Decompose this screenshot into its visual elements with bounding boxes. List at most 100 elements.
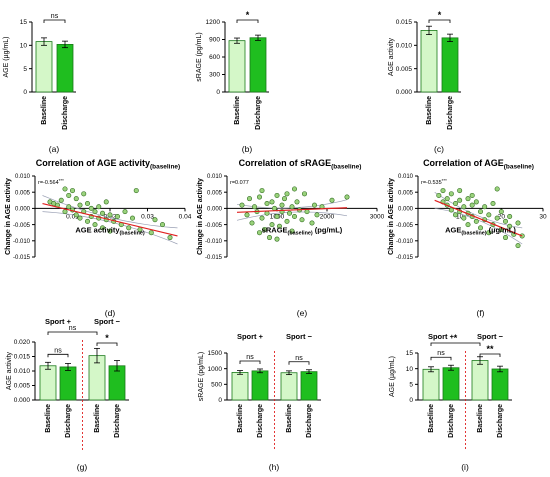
y-tick-label: 600: [209, 54, 220, 61]
scatter-point: [122, 209, 128, 215]
significance-bracket: [428, 19, 451, 23]
panel-label: (f): [476, 308, 484, 318]
group-label: Sport −: [477, 332, 504, 341]
bar-discharge: [442, 367, 460, 401]
bar-baseline: [420, 29, 438, 93]
significance-bracket: [239, 360, 261, 364]
significance-bracket: [236, 19, 259, 23]
scatter-point: [252, 204, 258, 210]
scatter-point: [469, 202, 475, 208]
trend-line: [434, 199, 523, 237]
y-tick-label: 0.010: [398, 174, 414, 180]
x-tick-label: Discharge: [497, 404, 504, 438]
x-tick-label: Baseline: [426, 96, 433, 125]
scatter-point: [329, 197, 335, 203]
scatter-point: [92, 222, 98, 228]
scatter-point: [502, 218, 508, 224]
panel-title-sub: (baseline): [150, 164, 180, 171]
significance-label: *: [246, 10, 250, 20]
y-axis-label: Change in AGE activity: [388, 178, 395, 255]
scatter-point: [515, 243, 521, 249]
bar-discharge: [251, 370, 269, 401]
x-tick-label: 0.03: [141, 213, 154, 220]
scatter-point: [77, 215, 83, 221]
scatter-point: [452, 201, 458, 207]
scatter-point: [160, 222, 166, 228]
y-axis-label: Change in AGE activity: [5, 178, 12, 255]
scatter-point: [444, 196, 450, 202]
significance-label: ns: [295, 355, 303, 362]
scatter-point: [299, 217, 305, 223]
scatter-point: [457, 188, 463, 194]
scatter-point: [264, 201, 270, 207]
panel-title-main: Correlation of sRAGE: [239, 158, 332, 168]
scatter-point: [281, 196, 287, 202]
x-tick-label: Discharge: [257, 404, 264, 438]
significance-label: *: [105, 333, 109, 343]
significance-label: ns: [51, 13, 59, 20]
correlation-annotation: r=-0.535***: [421, 178, 447, 186]
scatter-point: [507, 214, 513, 220]
scatter-point: [448, 191, 454, 197]
x-axis-label-main: AGE activity: [75, 225, 120, 234]
scatter-point: [66, 204, 72, 210]
scatter-point: [133, 188, 139, 194]
bar-baseline: [471, 360, 489, 401]
significance-bracket: [288, 361, 310, 365]
y-tick-label: 10: [20, 43, 28, 50]
x-tick-label: Discharge: [255, 96, 262, 130]
scatter-point: [294, 199, 300, 205]
y-axis-label: AGE (µg/mL): [389, 356, 396, 397]
panel-label: (e): [297, 308, 308, 318]
significance-bracket: [47, 331, 98, 335]
scatter-point: [269, 199, 275, 205]
bar-discharge: [441, 37, 459, 93]
y-tick-label: 0.010: [207, 174, 223, 180]
significance-bracket: [47, 353, 69, 358]
x-tick-label: Discharge: [114, 404, 121, 438]
significance-bracket: [430, 342, 481, 346]
x-tick-label: Baseline: [94, 404, 101, 433]
panel-title-main: Correlation of AGE activity: [36, 158, 150, 168]
scatter-point: [490, 201, 496, 207]
significance-label: ns: [54, 347, 62, 354]
bar-discharge: [56, 44, 74, 93]
x-tick-label: 2000: [320, 213, 335, 220]
x-axis-label-unit: (pg/mL): [313, 225, 343, 234]
scatter-point: [436, 192, 442, 198]
y-tick-label: 0.000: [398, 207, 414, 213]
y-tick-label: 0: [409, 397, 413, 404]
y-tick-label: 0.015: [14, 354, 31, 361]
scatter-point: [77, 202, 83, 208]
scatter-point: [247, 196, 253, 202]
scatter-point: [100, 225, 106, 231]
x-tick-label: Baseline: [41, 96, 48, 125]
scatter-point: [314, 212, 320, 218]
bar-baseline: [280, 372, 298, 401]
scatter-point: [256, 230, 262, 236]
x-tick-label: Baseline: [45, 404, 52, 433]
x-tick-label: 0.01: [66, 213, 79, 220]
significance-label: ns: [246, 354, 254, 361]
y-tick-label: 1500: [208, 350, 223, 357]
y-tick-label: -0.005: [396, 223, 414, 229]
significance-label: *: [438, 10, 442, 20]
significance-bracket: [43, 19, 66, 23]
scatter-point: [477, 209, 483, 215]
scatter-point: [473, 218, 479, 224]
scatter-point: [261, 226, 267, 232]
x-axis-label-sub: (baseline): [461, 231, 486, 237]
scatter-point: [85, 218, 91, 224]
x-axis-label: AGE(baseline) (µg/mL): [445, 225, 516, 236]
scatter-point: [304, 209, 310, 215]
y-tick-label: -0.010: [396, 239, 414, 245]
scatter-point: [448, 207, 454, 213]
scatter-point: [126, 225, 132, 231]
panel-title-main: Correlation of AGE: [423, 158, 504, 168]
scatter-point: [88, 205, 94, 211]
scatter-point: [289, 204, 295, 210]
significance-bracket: [479, 353, 501, 357]
y-tick-label: 500: [211, 382, 222, 389]
x-tick-label: 30: [539, 213, 547, 220]
